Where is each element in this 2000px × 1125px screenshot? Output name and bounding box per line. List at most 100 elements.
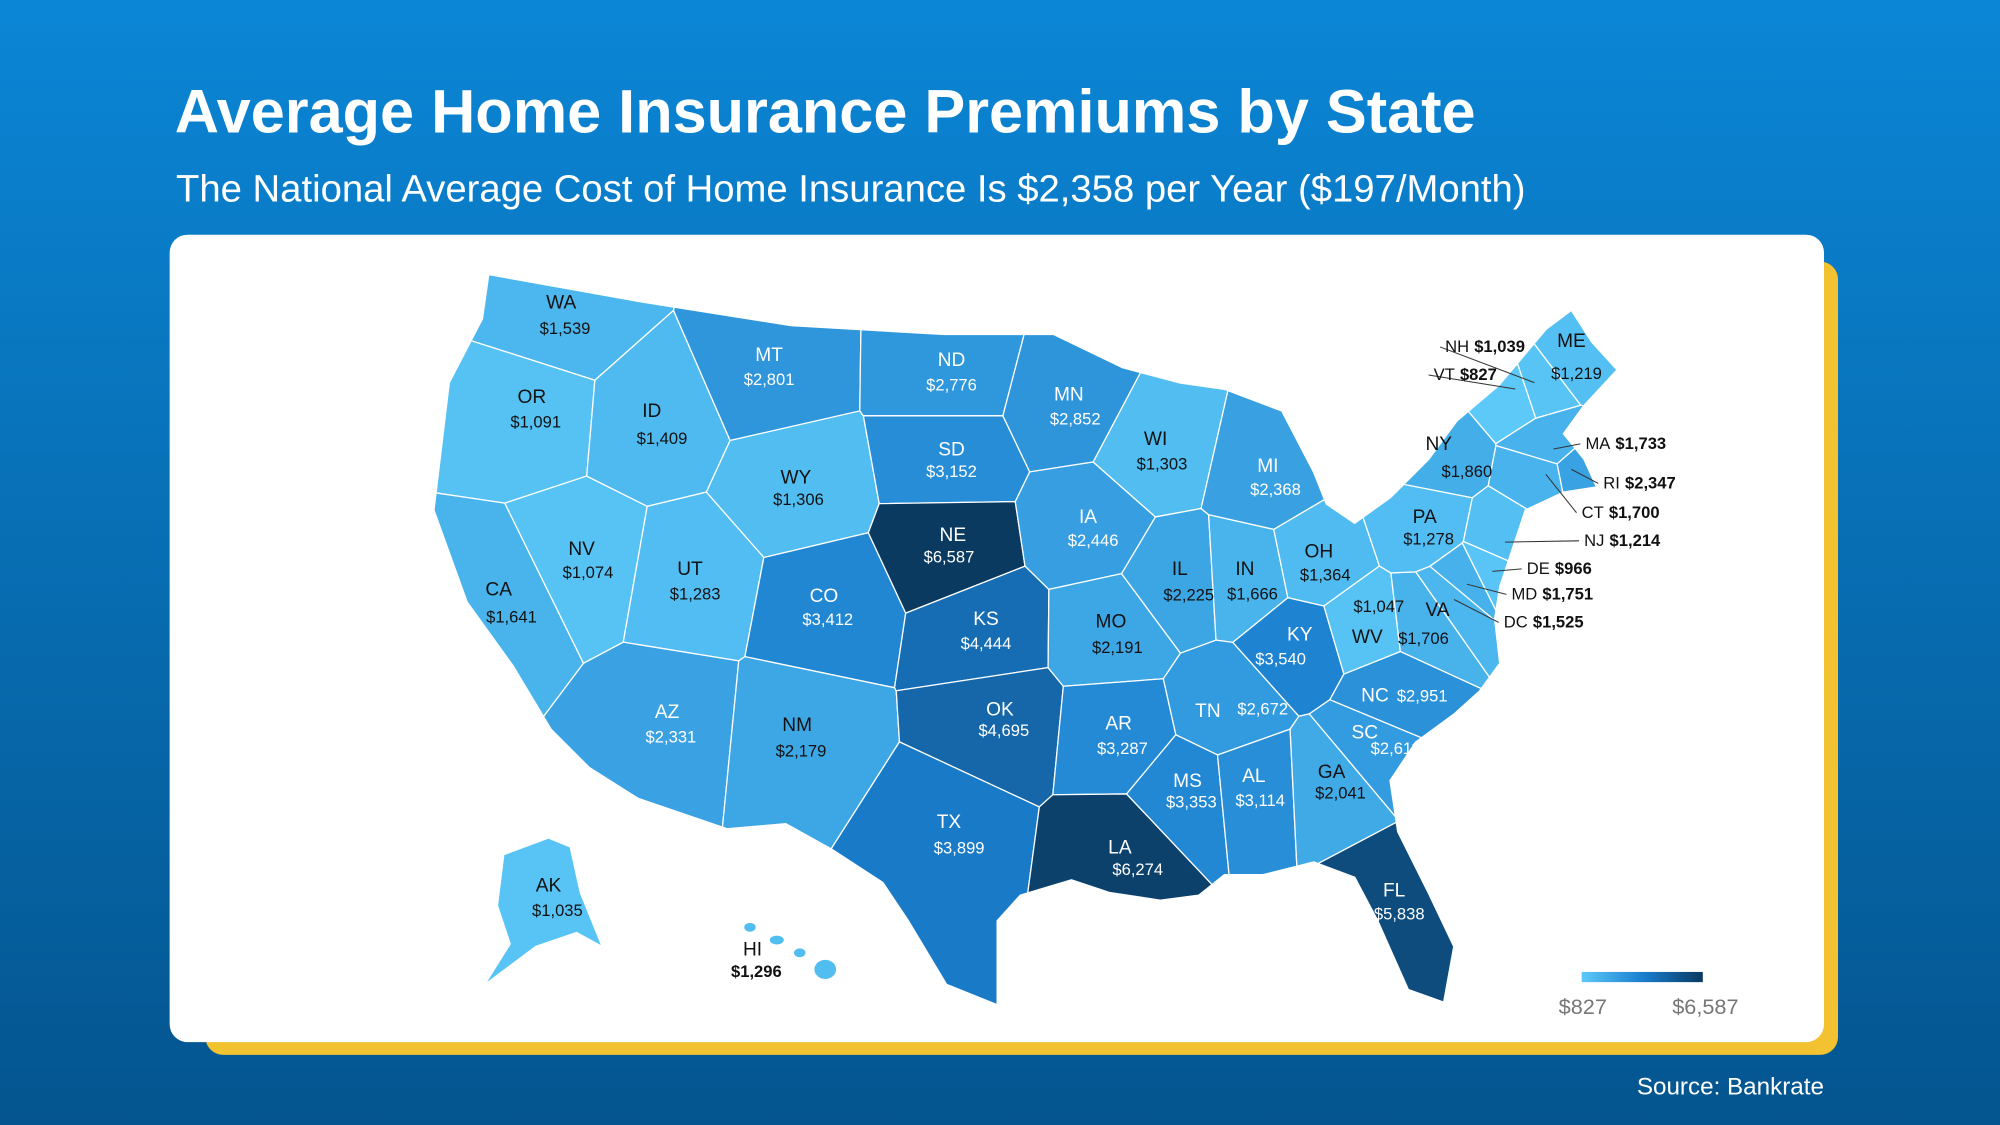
state-value: $2,179 [776, 741, 827, 760]
state-value: $1,039 [1474, 337, 1525, 356]
state-value: $2,776 [926, 375, 977, 394]
leader-line [1466, 583, 1507, 595]
state-value: $2,801 [744, 370, 795, 389]
state-abbr: OR [518, 387, 547, 408]
state-value: $5,838 [1374, 905, 1425, 924]
state-abbr: GA [1318, 762, 1346, 783]
state-abbr: CA [485, 580, 512, 601]
callout-label: DC $1,525 [1504, 613, 1584, 632]
state-value: $1,047 [1353, 597, 1404, 616]
state-value: $2,347 [1625, 474, 1676, 493]
state-abbr: SD [938, 439, 965, 460]
state-value: $1,641 [486, 607, 537, 626]
state-value: $1,733 [1615, 434, 1666, 453]
state-value: $1,219 [1551, 364, 1602, 383]
state-abbr: WA [546, 293, 576, 314]
state-abbr: AR [1105, 714, 1132, 735]
state-abbr: MD [1511, 584, 1537, 603]
state-value: $2,951 [1397, 687, 1448, 706]
state-abbr: IN [1235, 559, 1254, 580]
state-value: $1,074 [563, 563, 614, 582]
state-abbr: VA [1425, 600, 1449, 621]
subtitle: The National Average Cost of Home Insura… [176, 168, 1525, 211]
state-abbr: SC [1352, 723, 1379, 744]
state-value: $1,525 [1533, 613, 1584, 632]
state-abbr: NV [568, 539, 595, 560]
state-abbr: UT [677, 559, 703, 580]
state-value: $3,114 [1235, 791, 1284, 810]
state-abbr: OH [1305, 541, 1334, 562]
state-value: $3,540 [1255, 650, 1306, 669]
state-abbr: IL [1172, 559, 1188, 580]
state-abbr: TX [937, 812, 962, 833]
state-value: $3,287 [1097, 739, 1148, 758]
state-value: $827 [1460, 365, 1497, 384]
state-value: $1,035 [532, 901, 583, 920]
state-abbr: DC [1504, 613, 1528, 632]
state-abbr: NE [940, 525, 967, 546]
state-value: $4,444 [961, 634, 1012, 653]
state-abbr: CO [810, 586, 839, 607]
state-value: $3,899 [934, 838, 985, 857]
callout-label: RI $2,347 [1603, 474, 1675, 493]
leader-line [1492, 568, 1522, 572]
state-abbr: MI [1257, 456, 1278, 477]
state-abbr: NC [1361, 686, 1389, 707]
state-abbr: VT [1434, 365, 1455, 384]
state-abbr: NH [1445, 337, 1469, 356]
color-scale [1581, 971, 1703, 983]
state-value: $1,666 [1227, 584, 1278, 603]
state-value: $1,364 [1300, 565, 1351, 584]
state-abbr: MS [1173, 771, 1202, 792]
callout-label: DE $966 [1527, 559, 1592, 578]
state-value: $6,274 [1112, 860, 1163, 879]
state-value: $2,446 [1068, 531, 1119, 550]
leader-line [1439, 346, 1535, 384]
state-abbr: ND [938, 350, 966, 371]
state-value: $2,672 [1237, 699, 1288, 718]
leader-line [1553, 443, 1581, 450]
state-abbr: WI [1144, 429, 1167, 450]
callout-label: MA $1,733 [1585, 434, 1666, 453]
state-value: $1,409 [637, 429, 688, 448]
state-abbr: LA [1108, 837, 1132, 858]
state-abbr: AZ [655, 702, 680, 723]
state-abbr: TN [1195, 701, 1221, 722]
state-abbr: PA [1413, 507, 1437, 528]
state-value: $2,041 [1315, 783, 1366, 802]
state-value: $1,303 [1137, 454, 1188, 473]
state-value: $2,331 [646, 727, 697, 746]
state-abbr: NY [1425, 434, 1452, 455]
state-abbr: FL [1383, 881, 1405, 902]
state-abbr: MT [755, 345, 783, 366]
state-value: $3,353 [1166, 792, 1217, 811]
state-abbr: AL [1242, 766, 1265, 787]
state-abbr: ID [642, 401, 661, 422]
state-value: $1,283 [670, 584, 721, 603]
state-abbr: AK [536, 876, 562, 897]
state-value: $966 [1555, 559, 1592, 578]
state-abbr: MA [1585, 434, 1611, 453]
labels: WA $1,539 OR $1,091 CA $1,641 NV $1,074 ID $1,409… [485, 293, 1738, 1019]
state-abbr: NJ [1584, 531, 1604, 550]
state-abbr: ME [1557, 331, 1586, 352]
callout-label: VT $827 [1434, 365, 1497, 384]
state-abbr: CT [1582, 503, 1604, 522]
state-value: $2,225 [1163, 586, 1214, 605]
leader-line [1571, 468, 1599, 484]
state-value: $6,587 [924, 548, 975, 567]
state-value: $4,695 [978, 721, 1029, 740]
state-value: $1,296 [731, 962, 782, 981]
callout-label: NJ $1,214 [1584, 531, 1661, 550]
state [484, 837, 604, 986]
title: Average Home Insurance Premiums by State [175, 78, 1476, 146]
state-abbr: MO [1096, 612, 1127, 633]
state-abbr: WY [781, 467, 812, 488]
state-abbr: HI [743, 939, 762, 960]
state-value: $1,700 [1609, 503, 1660, 522]
callout-label: MD $1,751 [1511, 584, 1593, 603]
legend-label: $6,587 [1672, 994, 1738, 1019]
state-value: $2,191 [1092, 638, 1143, 657]
map-extras [432, 273, 1619, 1007]
state-value: $3,152 [926, 462, 977, 481]
